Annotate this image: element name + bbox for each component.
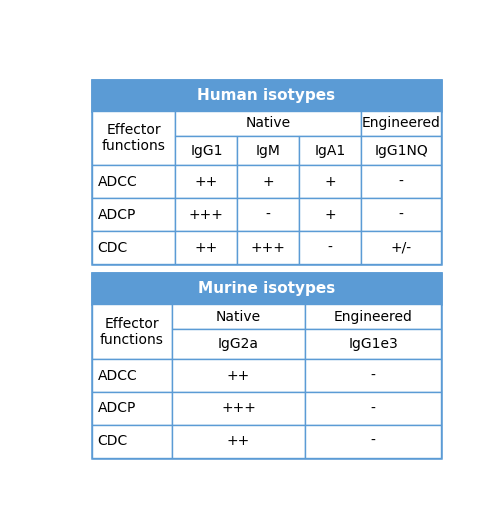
Bar	[361, 111, 441, 136]
Bar	[92, 165, 175, 199]
Text: IgM: IgM	[256, 144, 281, 158]
Text: -: -	[328, 241, 333, 254]
Bar	[92, 199, 175, 231]
Text: Engineered: Engineered	[334, 310, 412, 324]
Bar	[92, 273, 441, 304]
Text: CDC: CDC	[98, 435, 128, 448]
Text: +++: +++	[221, 401, 256, 416]
Text: IgG1: IgG1	[190, 144, 222, 158]
Bar	[92, 80, 441, 264]
Text: +: +	[263, 175, 274, 189]
Text: +: +	[324, 208, 336, 222]
Bar	[92, 359, 172, 392]
Bar	[305, 329, 441, 359]
Text: ++: ++	[227, 369, 250, 382]
Text: IgG1e3: IgG1e3	[348, 337, 398, 351]
Bar	[305, 392, 441, 425]
Bar	[172, 329, 305, 359]
Text: IgG1NQ: IgG1NQ	[374, 144, 428, 158]
Text: Effector
functions: Effector functions	[100, 317, 164, 347]
Bar	[175, 111, 361, 136]
Text: Human isotypes: Human isotypes	[197, 88, 336, 102]
Bar	[92, 304, 172, 359]
Bar	[92, 231, 175, 264]
Text: Murine isotypes: Murine isotypes	[198, 281, 335, 296]
Bar	[237, 136, 299, 165]
Text: -: -	[399, 175, 404, 189]
Bar	[175, 165, 237, 199]
Text: ADCP: ADCP	[98, 401, 136, 416]
Bar	[299, 165, 361, 199]
Text: +++: +++	[189, 208, 224, 222]
Text: IgA1: IgA1	[315, 144, 346, 158]
Bar	[92, 111, 441, 136]
Text: ADCC: ADCC	[98, 369, 137, 382]
Bar	[305, 425, 441, 458]
Bar	[92, 392, 172, 425]
Text: Native: Native	[216, 310, 261, 324]
Bar	[361, 165, 441, 199]
Text: Effector
functions: Effector functions	[102, 123, 165, 153]
Bar	[172, 425, 305, 458]
Bar	[299, 231, 361, 264]
Bar	[172, 304, 305, 329]
Bar	[299, 199, 361, 231]
Text: -: -	[371, 401, 375, 416]
Bar	[92, 80, 441, 111]
Bar	[361, 231, 441, 264]
Bar	[175, 136, 237, 165]
Text: Engineered: Engineered	[362, 116, 440, 130]
Text: IgG2a: IgG2a	[218, 337, 259, 351]
Bar	[175, 231, 237, 264]
Text: -: -	[266, 208, 271, 222]
Bar	[299, 136, 361, 165]
Text: Native: Native	[245, 116, 291, 130]
Bar	[237, 231, 299, 264]
Bar	[175, 199, 237, 231]
Text: ++: ++	[227, 435, 250, 448]
Text: -: -	[399, 208, 404, 222]
Bar	[361, 136, 441, 165]
Bar	[237, 165, 299, 199]
Text: CDC: CDC	[98, 241, 128, 254]
Text: +/-: +/-	[391, 241, 412, 254]
Bar	[305, 359, 441, 392]
Bar	[92, 425, 172, 458]
Text: +++: +++	[251, 241, 286, 254]
Bar	[92, 111, 175, 165]
Bar	[172, 392, 305, 425]
Bar	[361, 199, 441, 231]
Bar	[172, 359, 305, 392]
Text: ++: ++	[195, 241, 218, 254]
Text: +: +	[324, 175, 336, 189]
Bar	[92, 273, 441, 458]
Text: ADCP: ADCP	[98, 208, 136, 222]
Text: -: -	[371, 369, 375, 382]
Bar	[305, 304, 441, 329]
Bar	[237, 199, 299, 231]
Text: -: -	[371, 435, 375, 448]
Text: ++: ++	[195, 175, 218, 189]
Text: ADCC: ADCC	[98, 175, 137, 189]
